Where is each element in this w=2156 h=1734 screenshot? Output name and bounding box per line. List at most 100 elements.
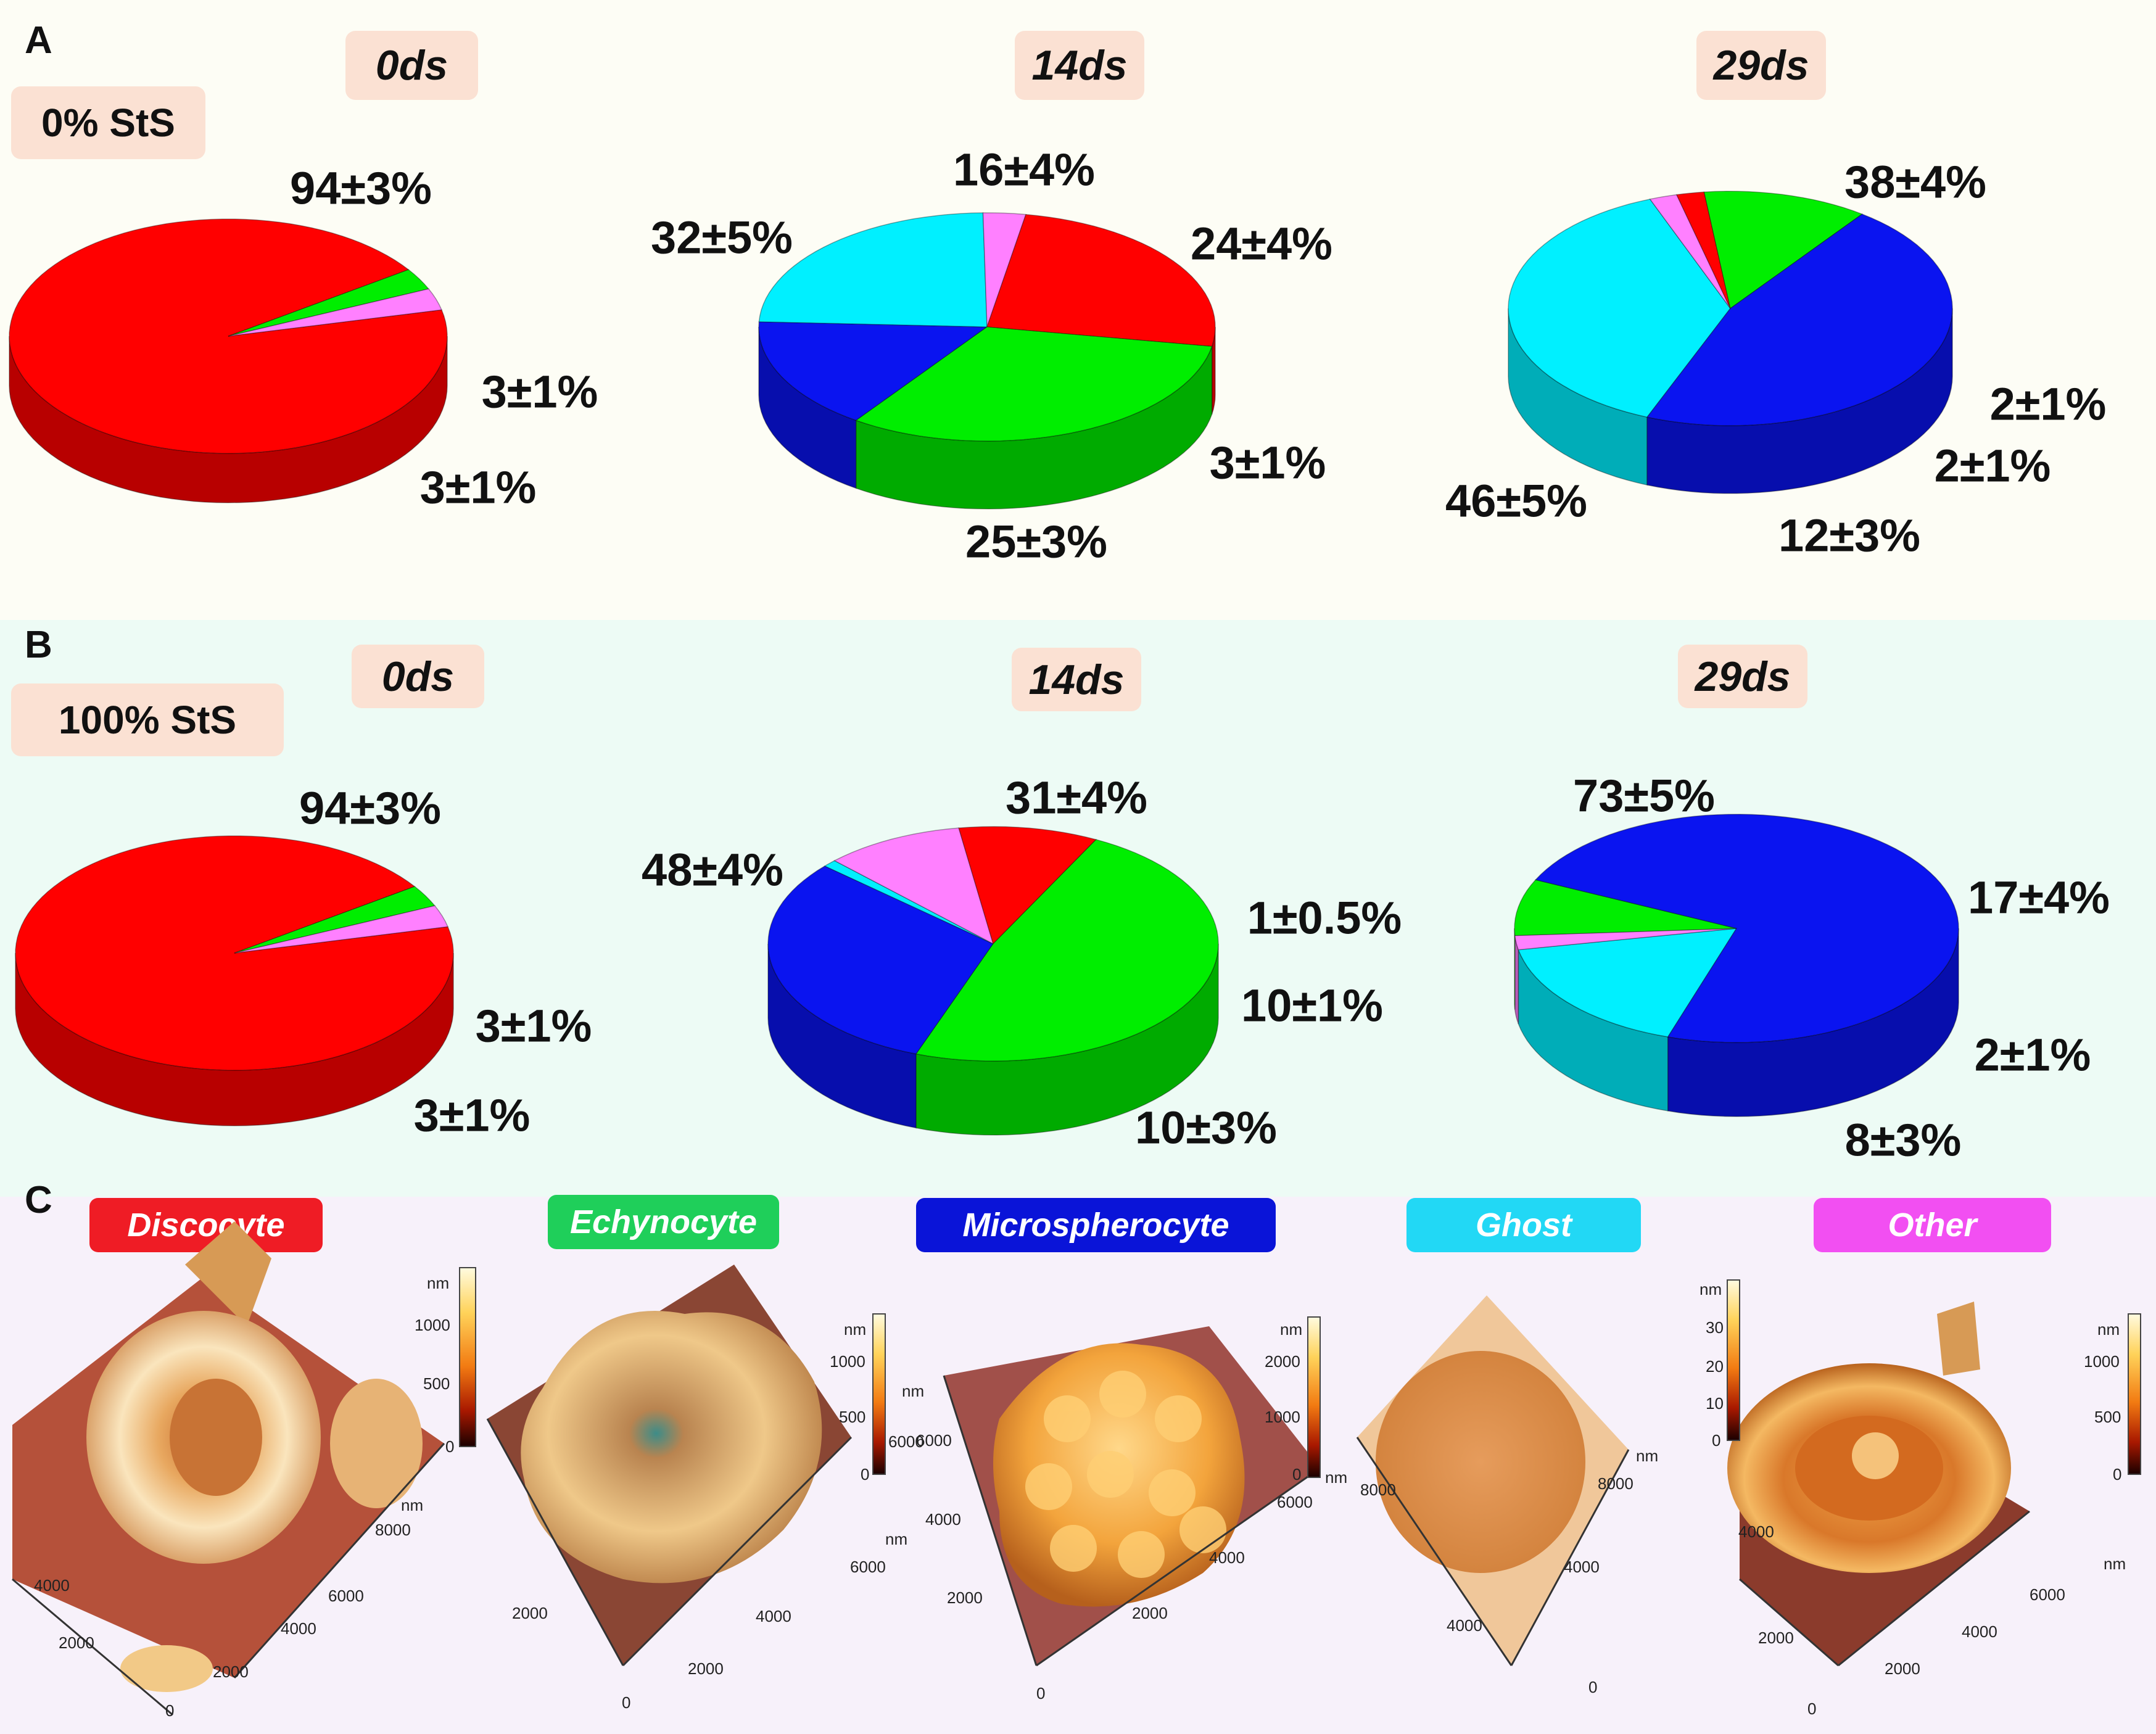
pie-label: 2±1% [1974, 1029, 2091, 1081]
pie-label: 31±4% [1006, 772, 1147, 824]
scale-tick-label: 0 [861, 1465, 870, 1484]
axis-tick-label: 6000 [1277, 1493, 1313, 1511]
scale-tick-label: 1000 [415, 1316, 450, 1334]
afm-microspherocyte-image [943, 1326, 1321, 1667]
axis-unit-label: nm [902, 1382, 925, 1400]
cell-tag-ghost: Ghost [1406, 1198, 1641, 1252]
scale-tick-label: 0 [1712, 1431, 1721, 1450]
pie-label: 3±1% [1209, 437, 1326, 489]
pie-label: 3±1% [413, 1089, 531, 1141]
timepoint-tag-a-2: 29ds [1696, 31, 1826, 100]
timepoint-tag-a-0: 0ds [345, 31, 478, 100]
axis-tick-label: 4000 [1962, 1622, 1997, 1641]
axis-tick-label: 4000 [281, 1619, 316, 1638]
pie-slice-discocyte [15, 835, 454, 1071]
pie-slice-ghost [1508, 199, 1731, 418]
scale-tick-label: 500 [839, 1408, 866, 1426]
scale-tick-label: 0 [1292, 1465, 1302, 1484]
scale-unit-label: nm [2097, 1320, 2120, 1339]
pie-label: 46±5% [1445, 475, 1587, 527]
pie-chart-A-14ds [758, 212, 1216, 510]
axis-tick-label: 0 [1807, 1699, 1817, 1718]
pie-side-echynocyte [1514, 928, 1516, 1010]
pie-slice-echynocyte [1703, 191, 1864, 310]
pie-chart-B-0ds [15, 835, 454, 1126]
pie-slice-ghost [1518, 928, 1738, 1038]
pie-slice-discocyte [958, 826, 1097, 945]
axis-unit-label: nm [1636, 1447, 1659, 1465]
scale-tick-label: 1000 [2084, 1352, 2120, 1371]
cell-tag-discocyte: Discocyte [89, 1198, 323, 1252]
pie-label: 3±1% [475, 1000, 592, 1052]
height-scale-bar [2128, 1313, 2141, 1475]
pie-slice-microspherocyte [1534, 814, 1959, 1043]
pie-label: 8±3% [1844, 1114, 1962, 1166]
pie-label: 48±4% [642, 844, 783, 896]
cell-tag-microspherocyte: Microspherocyte [916, 1198, 1276, 1252]
pie-slice-other [234, 905, 449, 954]
pie-label: 2±1% [1934, 440, 2051, 492]
axis-tick-label: 2000 [947, 1588, 983, 1607]
scale-tick-label: 1000 [830, 1352, 865, 1371]
pie-chart-A-0ds [9, 218, 448, 503]
pie-slice-other [833, 827, 994, 945]
pie-slice-discocyte [986, 213, 1216, 347]
pie-label: 94±3% [290, 162, 432, 214]
timepoint-tag-b-0: 0ds [352, 645, 484, 708]
height-scale-bar [1307, 1316, 1321, 1478]
afm-discocyte-image [12, 1221, 445, 1716]
pie-side-microspherocyte [767, 943, 917, 1129]
timepoint-tag-b-1: 14ds [1012, 648, 1141, 711]
pie-label: 94±3% [299, 782, 441, 834]
afm-ghost-image [1356, 1295, 1630, 1666]
axis-tick-label: 0 [1036, 1684, 1046, 1703]
pie-slice-ghost [758, 212, 988, 328]
timepoint-tag-a-1: 14ds [1015, 31, 1144, 100]
axis-tick-label: 6000 [850, 1558, 886, 1576]
axis-unit-label: nm [1325, 1468, 1348, 1487]
pie-label: 73±5% [1573, 770, 1715, 822]
axis-unit-label: nm [885, 1530, 908, 1548]
axis-tick-label: 4000 [756, 1607, 791, 1625]
axis-tick-label: 2000 [59, 1633, 94, 1652]
scale-tick-label: 500 [423, 1374, 450, 1393]
scale-unit-label: nm [427, 1274, 450, 1292]
axis-tick-label: 2000 [1885, 1659, 1920, 1678]
height-scale-bar [1727, 1279, 1740, 1441]
pie-label: 24±4% [1191, 218, 1332, 270]
axis-unit-label: nm [401, 1496, 424, 1514]
pie-label: 10±3% [1135, 1102, 1277, 1154]
pie-slice-other [228, 288, 443, 337]
pie-label: 38±4% [1844, 156, 1986, 208]
scale-tick-label: 0 [2113, 1465, 2122, 1484]
axis-tick-label: 0 [165, 1701, 175, 1720]
pie-label: 1±0.5% [1247, 892, 1402, 944]
height-scale-bar [872, 1313, 886, 1475]
axis-tick-label: 2000 [688, 1659, 724, 1678]
axis-tick-label: 4000 [1738, 1522, 1774, 1541]
pie-side-microspherocyte [1646, 308, 1953, 494]
axis-tick-label: 2000 [1758, 1629, 1794, 1647]
scale-tick-label: 20 [1706, 1357, 1724, 1376]
panel-c-letter: C [25, 1179, 52, 1221]
pie-slice-microspherocyte [1646, 213, 1953, 426]
axis-tick-label: 2000 [1132, 1604, 1168, 1622]
scale-tick-label: 0 [445, 1437, 455, 1456]
scale-tick-label: 500 [2094, 1408, 2121, 1426]
axis-unit-label: nm [2104, 1554, 2126, 1573]
pie-label: 3±1% [481, 366, 598, 418]
axis-tick-label: 0 [622, 1693, 631, 1712]
pie-slice-echynocyte [1514, 879, 1737, 936]
axis-tick-label: 4000 [1209, 1548, 1245, 1567]
afm-other-image [1727, 1302, 2030, 1667]
scale-tick-label: 10 [1706, 1394, 1724, 1413]
timepoint-tag-b-2: 29ds [1678, 645, 1807, 708]
pie-label: 16±4% [953, 144, 1095, 196]
scale-tick-label: 30 [1706, 1318, 1724, 1337]
panel-a-letter: A [25, 19, 52, 62]
pie-slice-microspherocyte [767, 865, 994, 1055]
pie-slice-microspherocyte [758, 321, 989, 421]
pie-label: 25±3% [965, 516, 1107, 568]
